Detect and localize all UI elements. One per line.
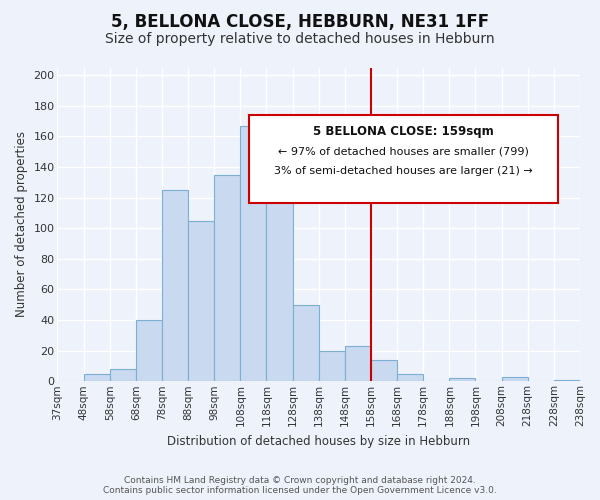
Bar (345, 346, 371, 382)
Text: ← 97% of detached houses are smaller (799): ← 97% of detached houses are smaller (79… (278, 146, 529, 156)
Bar (449, 378, 475, 382)
Bar (83, 374, 110, 382)
Bar (136, 320, 162, 382)
Bar (110, 369, 136, 382)
Bar (397, 374, 423, 382)
Bar (188, 220, 214, 382)
X-axis label: Distribution of detached houses by size in Hebburn: Distribution of detached houses by size … (167, 434, 470, 448)
Bar (502, 376, 528, 382)
Bar (371, 360, 397, 382)
Bar (214, 174, 241, 382)
Y-axis label: Number of detached properties: Number of detached properties (15, 132, 28, 318)
Text: 5 BELLONA CLOSE: 159sqm: 5 BELLONA CLOSE: 159sqm (313, 125, 494, 138)
Bar (241, 126, 266, 382)
Text: 3% of semi-detached houses are larger (21) →: 3% of semi-detached houses are larger (2… (274, 166, 533, 176)
Bar (293, 304, 319, 382)
Bar (554, 380, 580, 382)
Bar (319, 350, 345, 382)
Text: 5, BELLONA CLOSE, HEBBURN, NE31 1FF: 5, BELLONA CLOSE, HEBBURN, NE31 1FF (111, 12, 489, 30)
Bar (162, 190, 188, 382)
Text: Contains HM Land Registry data © Crown copyright and database right 2024.: Contains HM Land Registry data © Crown c… (124, 476, 476, 485)
Text: Size of property relative to detached houses in Hebburn: Size of property relative to detached ho… (105, 32, 495, 46)
Text: Contains public sector information licensed under the Open Government Licence v3: Contains public sector information licen… (103, 486, 497, 495)
Bar (266, 192, 293, 382)
